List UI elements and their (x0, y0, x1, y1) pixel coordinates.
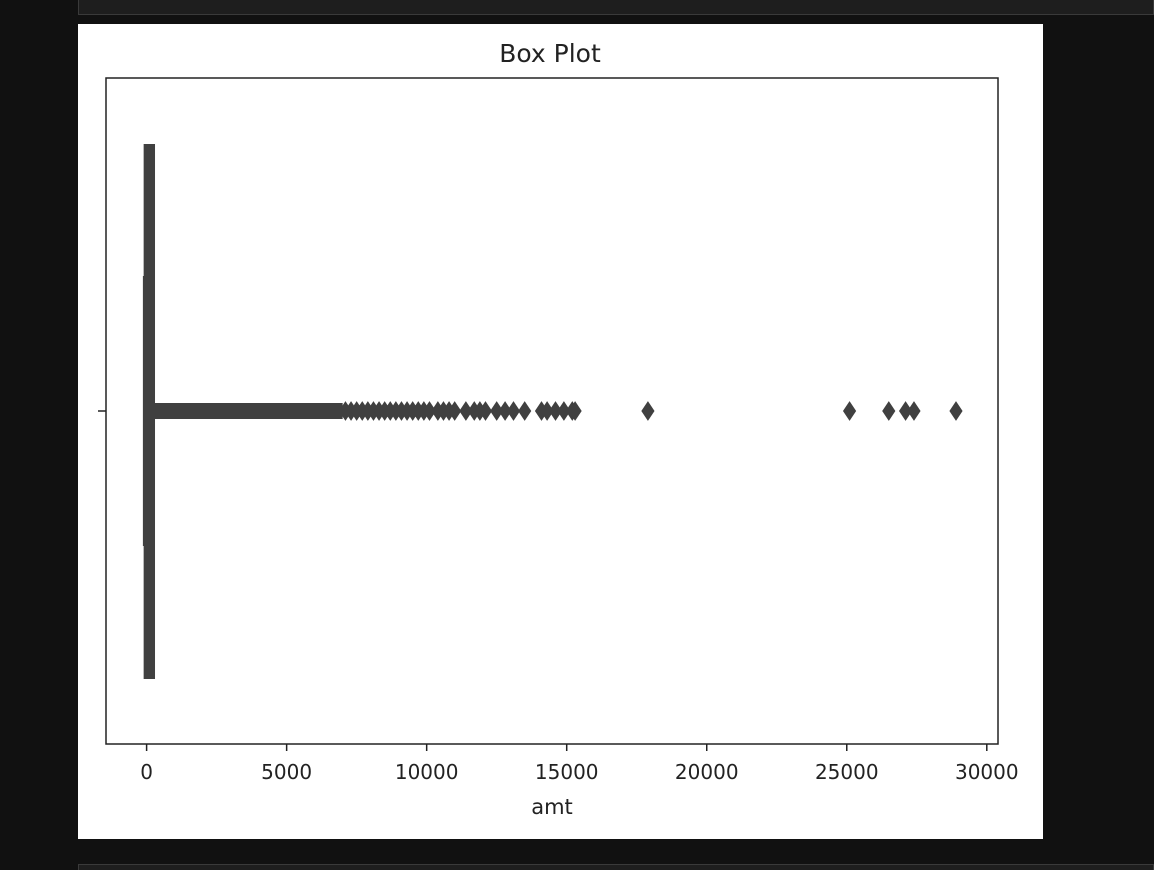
outlier-point (518, 401, 532, 421)
x-tick-label: 0 (140, 760, 153, 784)
outlier-point (907, 401, 921, 421)
outlier-point (448, 401, 462, 421)
x-tick-label: 20000 (675, 760, 739, 784)
x-tick-label: 5000 (261, 760, 312, 784)
outlier-point (506, 401, 521, 421)
outlier-point (641, 401, 655, 421)
x-tick-label: 15000 (535, 760, 599, 784)
outlier-point (842, 401, 857, 421)
previous-cell-output (78, 0, 1154, 15)
x-tick-label: 25000 (815, 760, 879, 784)
chart-title: Box Plot (499, 39, 601, 68)
outlier-band (152, 403, 343, 419)
outlier-point (568, 401, 582, 421)
outlier-point (949, 401, 963, 421)
box-plot-figure: Box Plot 0 5000 10000 15000 20000 25000 30000 … (78, 24, 1043, 839)
outlier-point (478, 401, 493, 421)
next-cell (78, 864, 1154, 870)
outlier-point (882, 401, 896, 421)
box-plot-chart: Box Plot 0 5000 10000 15000 20000 25000 30000 … (98, 39, 1019, 819)
x-axis-label: amt (531, 795, 573, 819)
x-tick-label: 30000 (955, 760, 1019, 784)
x-tick-label: 10000 (395, 760, 459, 784)
